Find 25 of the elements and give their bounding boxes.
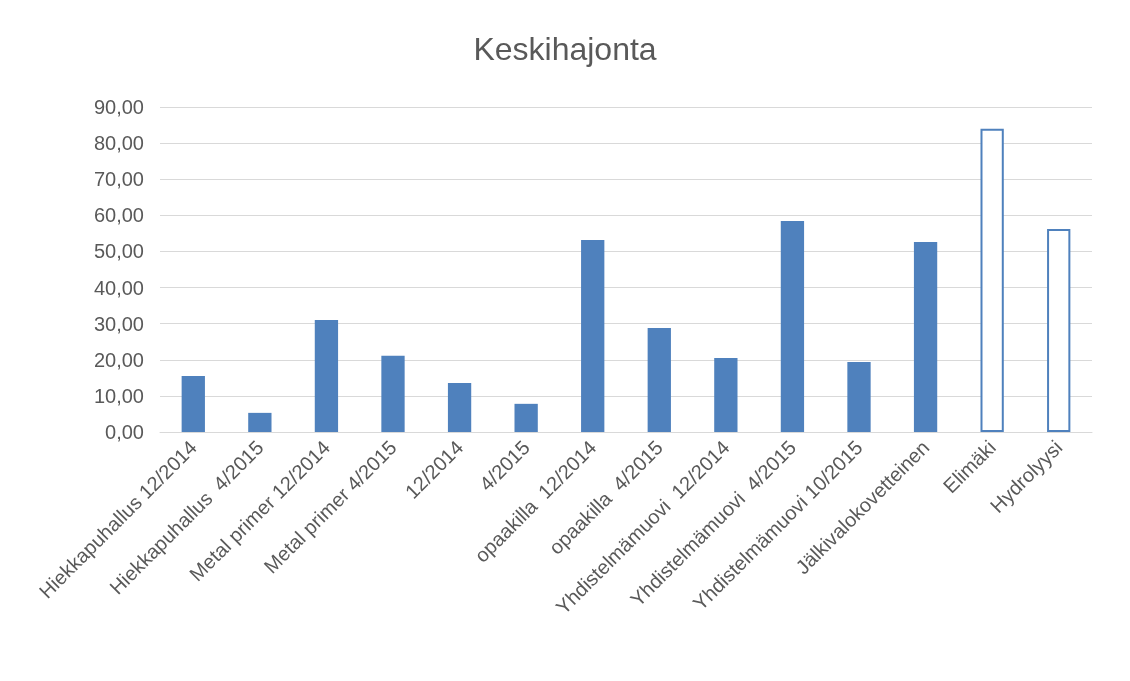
y-tick-label: 60,00 (93, 204, 144, 227)
y-tick-label: 70,00 (93, 168, 144, 191)
y-tick-label: 40,00 (93, 276, 144, 299)
bar (714, 357, 738, 432)
y-tick-label: 0,00 (105, 421, 144, 443)
bar (847, 361, 871, 432)
y-tick-label: 80,00 (93, 132, 144, 155)
y-tick-label: 50,00 (93, 240, 144, 263)
bar (647, 328, 671, 432)
chart-title: Keskihajonta (473, 31, 657, 67)
bar (514, 403, 538, 432)
bar (447, 382, 472, 432)
bar (780, 221, 805, 432)
bar (581, 239, 605, 432)
bar (248, 412, 272, 432)
bar (381, 355, 405, 432)
bar (314, 320, 339, 432)
bar (980, 128, 1004, 432)
bar (913, 242, 938, 432)
bar (181, 376, 205, 432)
y-tick-label: 30,00 (93, 312, 144, 335)
y-tick-label: 90,00 (93, 96, 144, 118)
y-tick-label: 20,00 (93, 348, 144, 371)
bar (1047, 229, 1071, 432)
y-tick-label: 10,00 (93, 384, 144, 407)
